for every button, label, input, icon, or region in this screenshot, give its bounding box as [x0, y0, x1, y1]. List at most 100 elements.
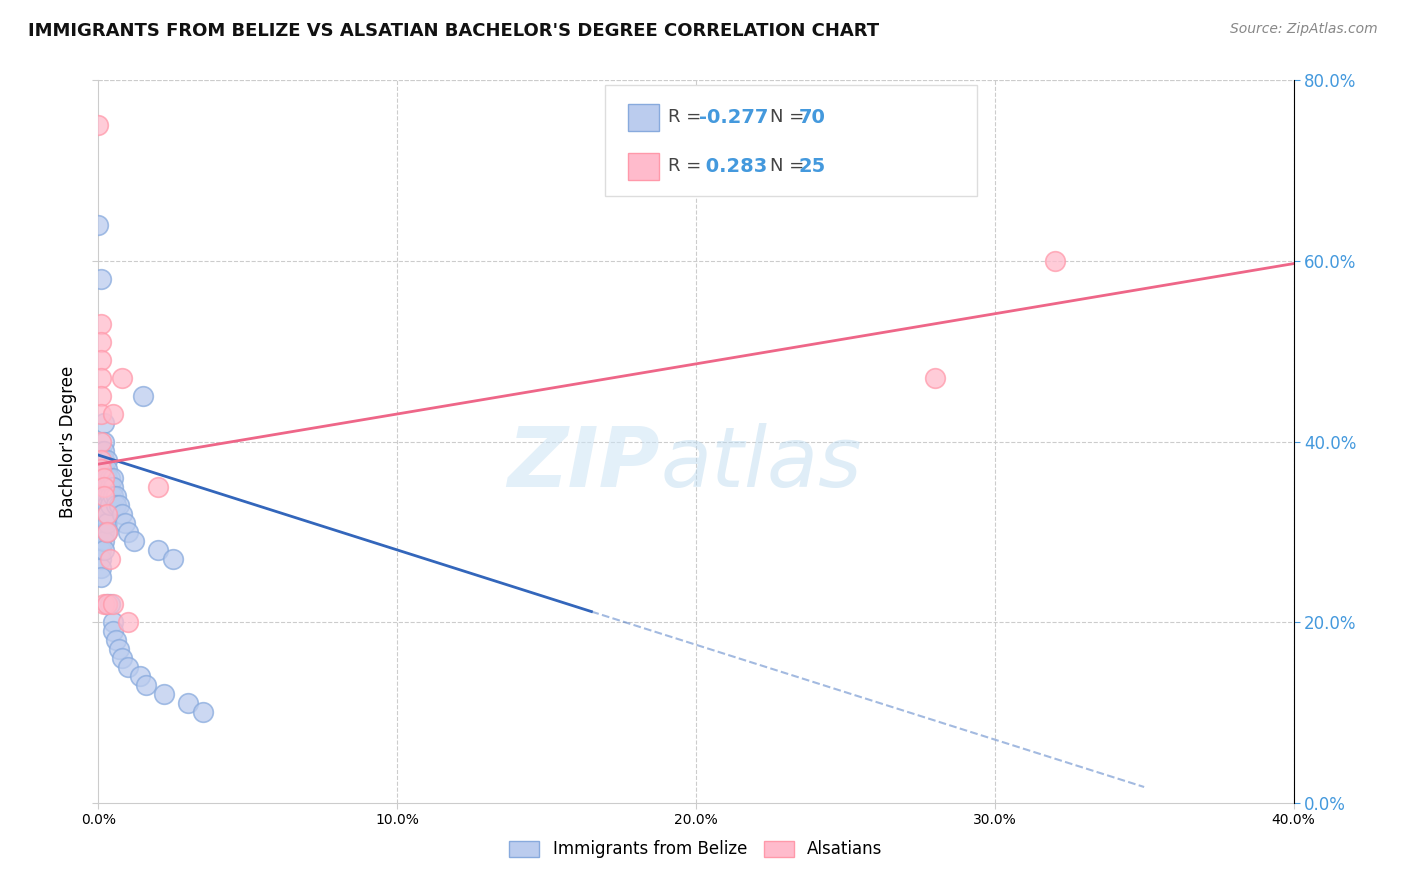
Point	[93, 516, 115, 530]
Point	[103, 624, 125, 639]
Point	[108, 498, 131, 512]
Legend: Immigrants from Belize, Alsatians: Immigrants from Belize, Alsatians	[501, 832, 891, 867]
Point	[111, 371, 134, 385]
Point	[96, 507, 118, 521]
Point	[111, 651, 134, 665]
Point	[148, 480, 170, 494]
Point	[924, 371, 946, 385]
Point	[87, 218, 110, 232]
Point	[103, 597, 125, 611]
Point	[90, 353, 112, 368]
Point	[96, 471, 118, 485]
Point	[98, 498, 122, 512]
Point	[93, 480, 115, 494]
Point	[93, 471, 115, 485]
Text: R =: R =	[668, 157, 707, 175]
Point	[117, 524, 139, 539]
Point	[93, 597, 115, 611]
Point	[90, 317, 112, 331]
Point	[103, 471, 125, 485]
Point	[90, 561, 112, 575]
Point	[111, 507, 134, 521]
Point	[90, 507, 112, 521]
Point	[90, 552, 112, 566]
Text: atlas: atlas	[661, 423, 862, 504]
Point	[135, 678, 157, 692]
Point	[105, 633, 128, 648]
Point	[96, 597, 118, 611]
Point	[93, 498, 115, 512]
Point	[108, 642, 131, 657]
Point	[90, 516, 112, 530]
Point	[103, 615, 125, 630]
Point	[98, 552, 122, 566]
Point	[96, 489, 118, 503]
Point	[93, 533, 115, 548]
Point	[93, 443, 115, 458]
Point	[153, 687, 176, 701]
Point	[96, 597, 118, 611]
Point	[90, 542, 112, 557]
Point	[93, 452, 115, 467]
Point	[93, 461, 115, 475]
Y-axis label: Bachelor's Degree: Bachelor's Degree	[59, 366, 77, 517]
Point	[90, 335, 112, 350]
Point	[103, 480, 125, 494]
Point	[1043, 254, 1066, 268]
Point	[96, 507, 118, 521]
Point	[162, 552, 184, 566]
Point	[98, 480, 122, 494]
Point	[96, 498, 118, 512]
Point	[96, 524, 118, 539]
Point	[90, 408, 112, 422]
Text: Source: ZipAtlas.com: Source: ZipAtlas.com	[1230, 22, 1378, 37]
Point	[90, 498, 112, 512]
Point	[93, 507, 115, 521]
Point	[98, 471, 122, 485]
Point	[96, 524, 118, 539]
Point	[93, 434, 115, 449]
Point	[93, 480, 115, 494]
Point	[90, 452, 112, 467]
Point	[93, 489, 115, 503]
Point	[90, 371, 112, 385]
Text: 0.283: 0.283	[699, 157, 768, 176]
Text: N =: N =	[770, 109, 810, 127]
Point	[93, 489, 115, 503]
Text: N =: N =	[770, 157, 810, 175]
Point	[96, 461, 118, 475]
Point	[87, 119, 110, 133]
Point	[96, 452, 118, 467]
Point	[103, 408, 125, 422]
Point	[132, 389, 155, 403]
Point	[90, 489, 112, 503]
Point	[114, 516, 136, 530]
Point	[90, 389, 112, 403]
Point	[98, 489, 122, 503]
Point	[90, 452, 112, 467]
Point	[90, 461, 112, 475]
Point	[96, 480, 118, 494]
Point	[90, 570, 112, 584]
Point	[90, 272, 112, 286]
Point	[191, 706, 214, 720]
Point	[129, 669, 152, 683]
Point	[96, 516, 118, 530]
Point	[98, 597, 122, 611]
Point	[117, 660, 139, 674]
Point	[93, 524, 115, 539]
Point	[148, 542, 170, 557]
Point	[90, 443, 112, 458]
Text: ZIP: ZIP	[508, 423, 661, 504]
Text: 70: 70	[799, 108, 825, 127]
Point	[105, 489, 128, 503]
Point	[103, 489, 125, 503]
Point	[90, 434, 112, 449]
Point	[124, 533, 146, 548]
Point	[90, 471, 112, 485]
Point	[105, 498, 128, 512]
Point	[90, 533, 112, 548]
Point	[117, 615, 139, 630]
Point	[90, 524, 112, 539]
Text: R =: R =	[668, 109, 707, 127]
